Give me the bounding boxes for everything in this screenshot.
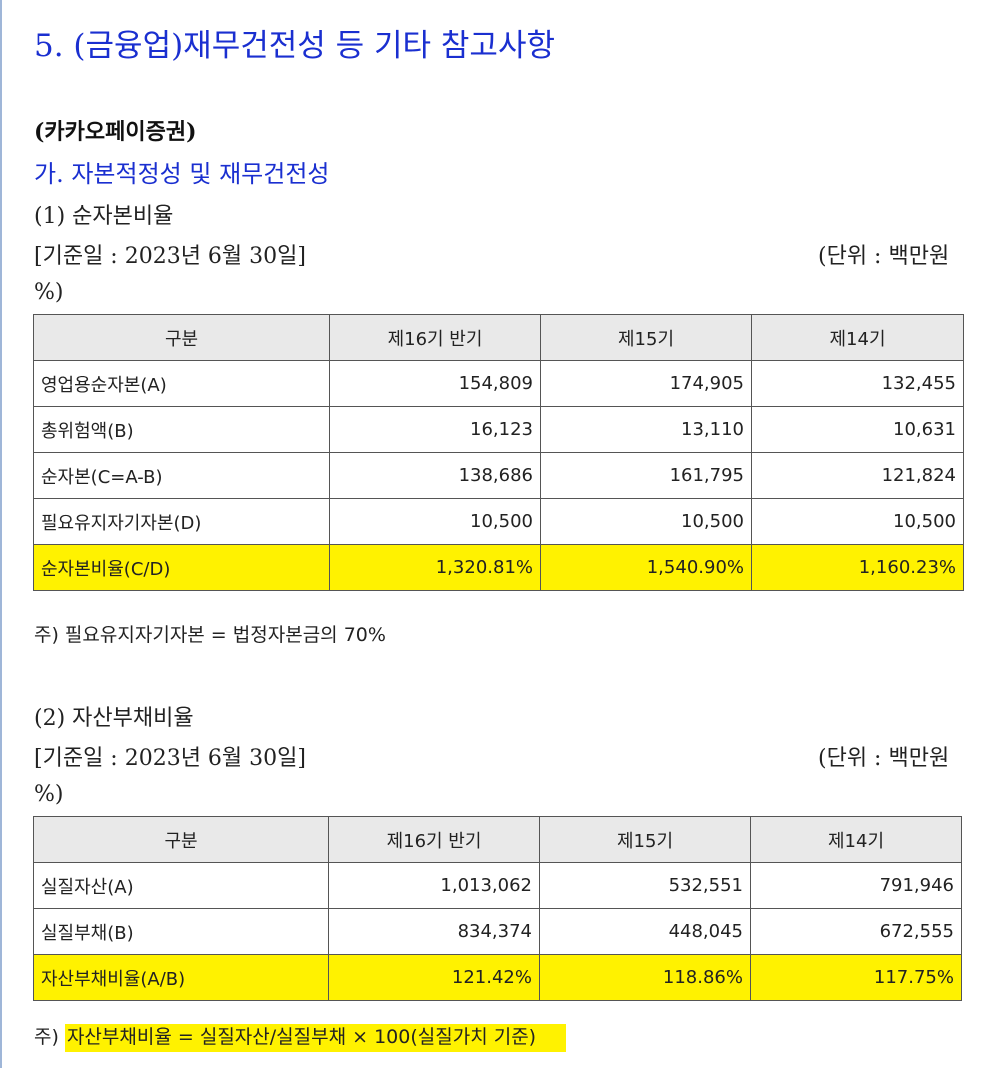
cell-value: 532,551: [539, 862, 751, 909]
asset-liability-ratio-table: 구분 제16기 반기 제15기 제14기 실질자산(A) 1,013,062 5…: [33, 816, 962, 1001]
table-row: 영업용순자본(A) 154,809 174,905 132,455: [33, 360, 964, 407]
page-left-border: [0, 0, 2, 1068]
cell-value: 448,045: [539, 908, 751, 955]
footnote-prefix: 주): [34, 1026, 59, 1048]
highlighted-row: 자산부채비율(A/B) 121.42% 118.86% 117.75%: [33, 954, 962, 1001]
column-header: 제14기: [751, 314, 964, 361]
column-header: 구분: [33, 314, 330, 361]
table2-base-date: [기준일 : 2023년 6월 30일]: [34, 746, 306, 771]
cell-value: 10,500: [751, 498, 964, 545]
table-row: 실질부채(B) 834,374 448,045 672,555: [33, 908, 962, 955]
table1-base-date: [기준일 : 2023년 6월 30일]: [34, 244, 306, 269]
cell-value: 161,795: [540, 452, 752, 499]
column-header: 제15기: [540, 314, 752, 361]
cell-value: 138,686: [329, 452, 541, 499]
table1-heading: (1) 순자본비율: [34, 204, 174, 229]
cell-value: 16,123: [329, 406, 541, 453]
row-label: 실질부채(B): [33, 908, 329, 955]
column-header: 제16기 반기: [329, 314, 541, 361]
table-row: 필요유지자기자본(D) 10,500 10,500 10,500: [33, 498, 964, 545]
table1-unit: (단위 : 백만원: [818, 244, 950, 269]
cell-value: 10,500: [329, 498, 541, 545]
cell-value: 154,809: [329, 360, 541, 407]
cell-value: 672,555: [750, 908, 962, 955]
cell-value: 10,500: [540, 498, 752, 545]
row-label: 영업용순자본(A): [33, 360, 330, 407]
table-header-row: 구분 제16기 반기 제15기 제14기: [33, 314, 964, 361]
cell-value: 13,110: [540, 406, 752, 453]
net-capital-ratio-table: 구분 제16기 반기 제15기 제14기 영업용순자본(A) 154,809 1…: [33, 314, 964, 591]
table-header-row: 구분 제16기 반기 제15기 제14기: [33, 816, 962, 863]
row-label: 자산부채비율(A/B): [33, 954, 329, 1001]
cell-value: 121.42%: [328, 954, 540, 1001]
cell-value: 834,374: [328, 908, 540, 955]
table-row: 순자본(C=A-B) 138,686 161,795 121,824: [33, 452, 964, 499]
cell-value: 1,160.23%: [751, 544, 964, 591]
cell-value: 121,824: [751, 452, 964, 499]
cell-value: 1,540.90%: [540, 544, 752, 591]
table2-footnote: 주) 자산부채비율 = 실질자산/실질부채 × 100(실질가치 기준): [34, 1022, 567, 1052]
column-header: 제16기 반기: [328, 816, 540, 863]
row-label: 실질자산(A): [33, 862, 329, 909]
table2-heading: (2) 자산부채비율: [34, 706, 194, 731]
cell-value: 118.86%: [539, 954, 751, 1001]
table-row: 총위험액(B) 16,123 13,110 10,631: [33, 406, 964, 453]
row-label: 순자본비율(C/D): [33, 544, 330, 591]
row-label: 순자본(C=A-B): [33, 452, 330, 499]
table2-unit: (단위 : 백만원: [818, 746, 950, 771]
highlighted-row: 순자본비율(C/D) 1,320.81% 1,540.90% 1,160.23%: [33, 544, 964, 591]
table1-footnote: 주) 필요유지자기자본 = 법정자본금의 70%: [34, 624, 386, 646]
table-row: 실질자산(A) 1,013,062 532,551 791,946: [33, 862, 962, 909]
section-title: 5. (금융업)재무건전성 등 기타 참고사항: [34, 28, 555, 64]
cell-value: 117.75%: [750, 954, 962, 1001]
cell-value: 791,946: [750, 862, 962, 909]
row-label: 총위험액(B): [33, 406, 330, 453]
column-header: 제15기: [539, 816, 751, 863]
cell-value: 174,905: [540, 360, 752, 407]
table1-unit-cont: %): [34, 280, 64, 305]
subsection-title: 가. 자본적정성 및 재무건전성: [34, 160, 330, 188]
cell-value: 1,013,062: [328, 862, 540, 909]
footnote-highlighted-text: 자산부채비율 = 실질자산/실질부채 × 100(실질가치 기준): [64, 1024, 567, 1052]
column-header: 제14기: [750, 816, 962, 863]
column-header: 구분: [33, 816, 329, 863]
cell-value: 10,631: [751, 406, 964, 453]
cell-value: 132,455: [751, 360, 964, 407]
company-name: (카카오페이증권): [34, 119, 197, 145]
cell-value: 1,320.81%: [329, 544, 541, 591]
table2-unit-cont: %): [34, 782, 64, 807]
row-label: 필요유지자기자본(D): [33, 498, 330, 545]
